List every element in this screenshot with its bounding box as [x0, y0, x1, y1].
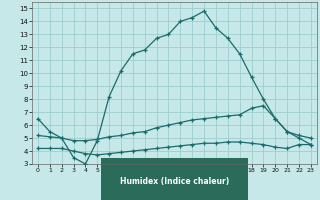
- X-axis label: Humidex (Indice chaleur): Humidex (Indice chaleur): [120, 177, 229, 186]
